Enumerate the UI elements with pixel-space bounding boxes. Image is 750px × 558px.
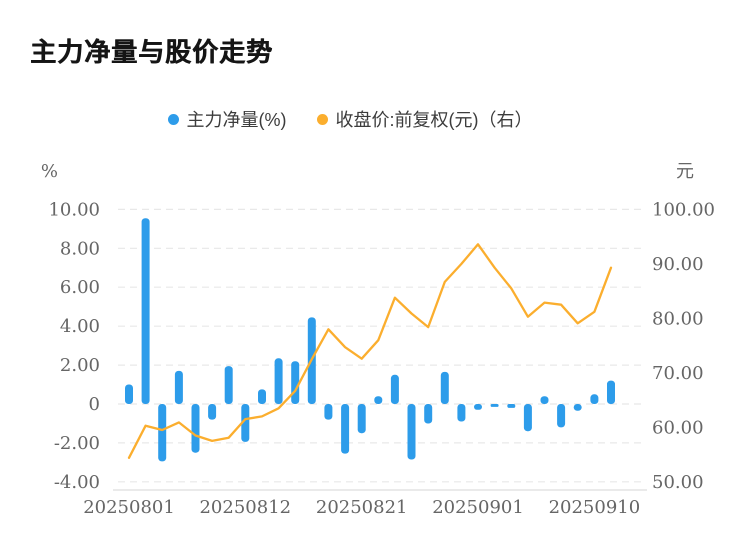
- bar: [557, 404, 566, 428]
- bar: [208, 404, 217, 420]
- bar: [125, 384, 133, 404]
- close-price-line: [127, 243, 613, 459]
- bar: [291, 361, 300, 404]
- bar: [341, 404, 350, 454]
- bar: [607, 380, 615, 404]
- x-axis-tick-label: 20250901: [432, 497, 524, 518]
- legend-dot-icon: [167, 113, 179, 125]
- left-axis-tick-label: 8.00: [60, 238, 100, 259]
- right-axis-tick-label: 100.00: [652, 199, 715, 220]
- bar: [158, 404, 167, 462]
- bar: [523, 404, 532, 432]
- bar: [241, 404, 250, 442]
- bar: [440, 371, 449, 404]
- bar: [191, 404, 200, 453]
- left-axis-tick-label: 4.00: [60, 316, 100, 337]
- bar: [474, 404, 482, 410]
- bar: [357, 404, 366, 434]
- legend-dot-icon: [316, 113, 328, 125]
- legend-item-main-net-volume[interactable]: 主力净量(%): [167, 106, 287, 132]
- right-axis-tick-label: 70.00: [652, 363, 704, 384]
- right-axis-tick-label: 50.00: [652, 472, 704, 493]
- right-axis-tick-label: 90.00: [652, 254, 704, 275]
- bar: [424, 404, 433, 424]
- bar: [224, 366, 233, 404]
- page-title: 主力净量与股价走势: [30, 37, 274, 67]
- bar: [141, 218, 150, 404]
- left-axis-tick-label: -4.00: [54, 472, 100, 493]
- right-axis-tick-label: 60.00: [652, 417, 704, 438]
- x-axis-tick-label: 20250801: [83, 497, 175, 518]
- right-axis-tick-label: 80.00: [652, 308, 704, 329]
- bar: [490, 404, 499, 407]
- left-axis-tick-label: 0: [89, 394, 100, 415]
- bar: [390, 374, 399, 404]
- left-axis-tick-label: 2.00: [60, 355, 100, 376]
- left-axis-unit-label: %: [41, 161, 58, 182]
- bar: [258, 389, 266, 404]
- legend: 主力净量(%) 收盘价:前复权(元)（右）: [0, 106, 700, 132]
- bar: [573, 404, 582, 411]
- x-axis-tick-label: 20250812: [199, 497, 291, 518]
- left-axis-tick-label: 10.00: [48, 199, 100, 220]
- bar: [407, 404, 416, 460]
- bar: [274, 358, 283, 404]
- bar: [540, 396, 549, 404]
- legend-label-main-net-volume: 主力净量(%): [186, 110, 287, 130]
- bar: [457, 404, 466, 422]
- legend-item-close-price[interactable]: 收盘价:前复权(元)（右）: [316, 106, 533, 132]
- legend-label-close-price: 收盘价:前复权(元)（右）: [335, 110, 533, 130]
- bar: [374, 396, 383, 404]
- left-axis-tick-label: -2.00: [54, 433, 100, 454]
- bar: [590, 394, 599, 404]
- bar: [324, 404, 333, 420]
- x-axis-tick-label: 20250821: [316, 497, 408, 518]
- x-axis-tick-label: 20250910: [549, 497, 641, 518]
- right-axis-unit-label: 元: [676, 161, 694, 181]
- bar: [507, 404, 516, 408]
- bar: [174, 370, 183, 404]
- left-axis-tick-label: 6.00: [60, 277, 100, 298]
